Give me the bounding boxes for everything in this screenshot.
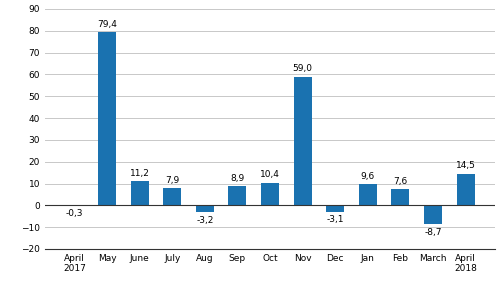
Text: 9,6: 9,6 xyxy=(360,172,375,181)
Text: 14,5: 14,5 xyxy=(456,161,475,170)
Bar xyxy=(228,186,246,206)
Bar xyxy=(392,189,409,206)
Bar xyxy=(456,174,474,206)
Bar xyxy=(359,184,377,206)
Bar xyxy=(196,206,214,212)
Text: 79,4: 79,4 xyxy=(97,20,117,29)
Text: 11,2: 11,2 xyxy=(130,169,150,178)
Bar xyxy=(261,183,279,206)
Text: 59,0: 59,0 xyxy=(292,64,312,74)
Bar xyxy=(98,32,116,206)
Text: -3,2: -3,2 xyxy=(196,216,214,225)
Text: 7,9: 7,9 xyxy=(165,176,180,185)
Bar xyxy=(424,206,442,224)
Text: -0,3: -0,3 xyxy=(66,209,83,218)
Bar xyxy=(163,188,181,206)
Text: -3,1: -3,1 xyxy=(326,215,344,224)
Text: 7,6: 7,6 xyxy=(394,176,407,185)
Text: 10,4: 10,4 xyxy=(260,170,280,179)
Text: -8,7: -8,7 xyxy=(424,228,442,237)
Bar xyxy=(326,206,344,212)
Text: 8,9: 8,9 xyxy=(230,174,244,183)
Bar xyxy=(294,76,312,206)
Bar xyxy=(130,181,148,206)
